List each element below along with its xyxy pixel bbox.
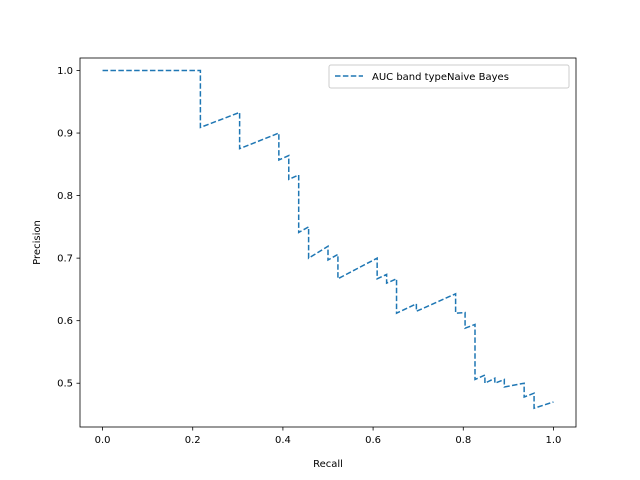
y-tick-label: 0.7: [57, 254, 73, 265]
x-tick-label: 0.4: [275, 435, 291, 446]
y-axis-label: Precision: [32, 220, 43, 265]
x-tick-label: 1.0: [546, 435, 562, 446]
y-tick-label: 0.5: [57, 379, 73, 390]
x-axis-label: Recall: [313, 459, 343, 470]
series-line-0: [102, 69, 554, 410]
y-tick-label: 0.6: [57, 316, 73, 327]
legend-box: [328, 64, 570, 89]
y-tick-label: 1.0: [57, 66, 73, 77]
x-axis: 0.0 0.2 0.4 0.6 0.8 1.0: [95, 427, 562, 446]
y-tick-label: 0.9: [57, 129, 73, 140]
x-tick-label: 0.6: [365, 435, 381, 446]
legend-label: AUC band typeNaive Bayes: [372, 72, 509, 83]
legend: AUC band typeNaive Bayes: [328, 64, 570, 89]
x-tick-label: 0.8: [455, 435, 471, 446]
y-tick-label: 0.8: [57, 191, 73, 202]
plot-frame: [79, 57, 577, 428]
plot-series-layer: [102, 69, 554, 410]
x-tick-label: 0.0: [95, 435, 111, 446]
x-tick-label: 0.2: [185, 435, 201, 446]
y-axis: 0.5 0.6 0.7 0.8 0.9 1.0: [57, 66, 80, 390]
